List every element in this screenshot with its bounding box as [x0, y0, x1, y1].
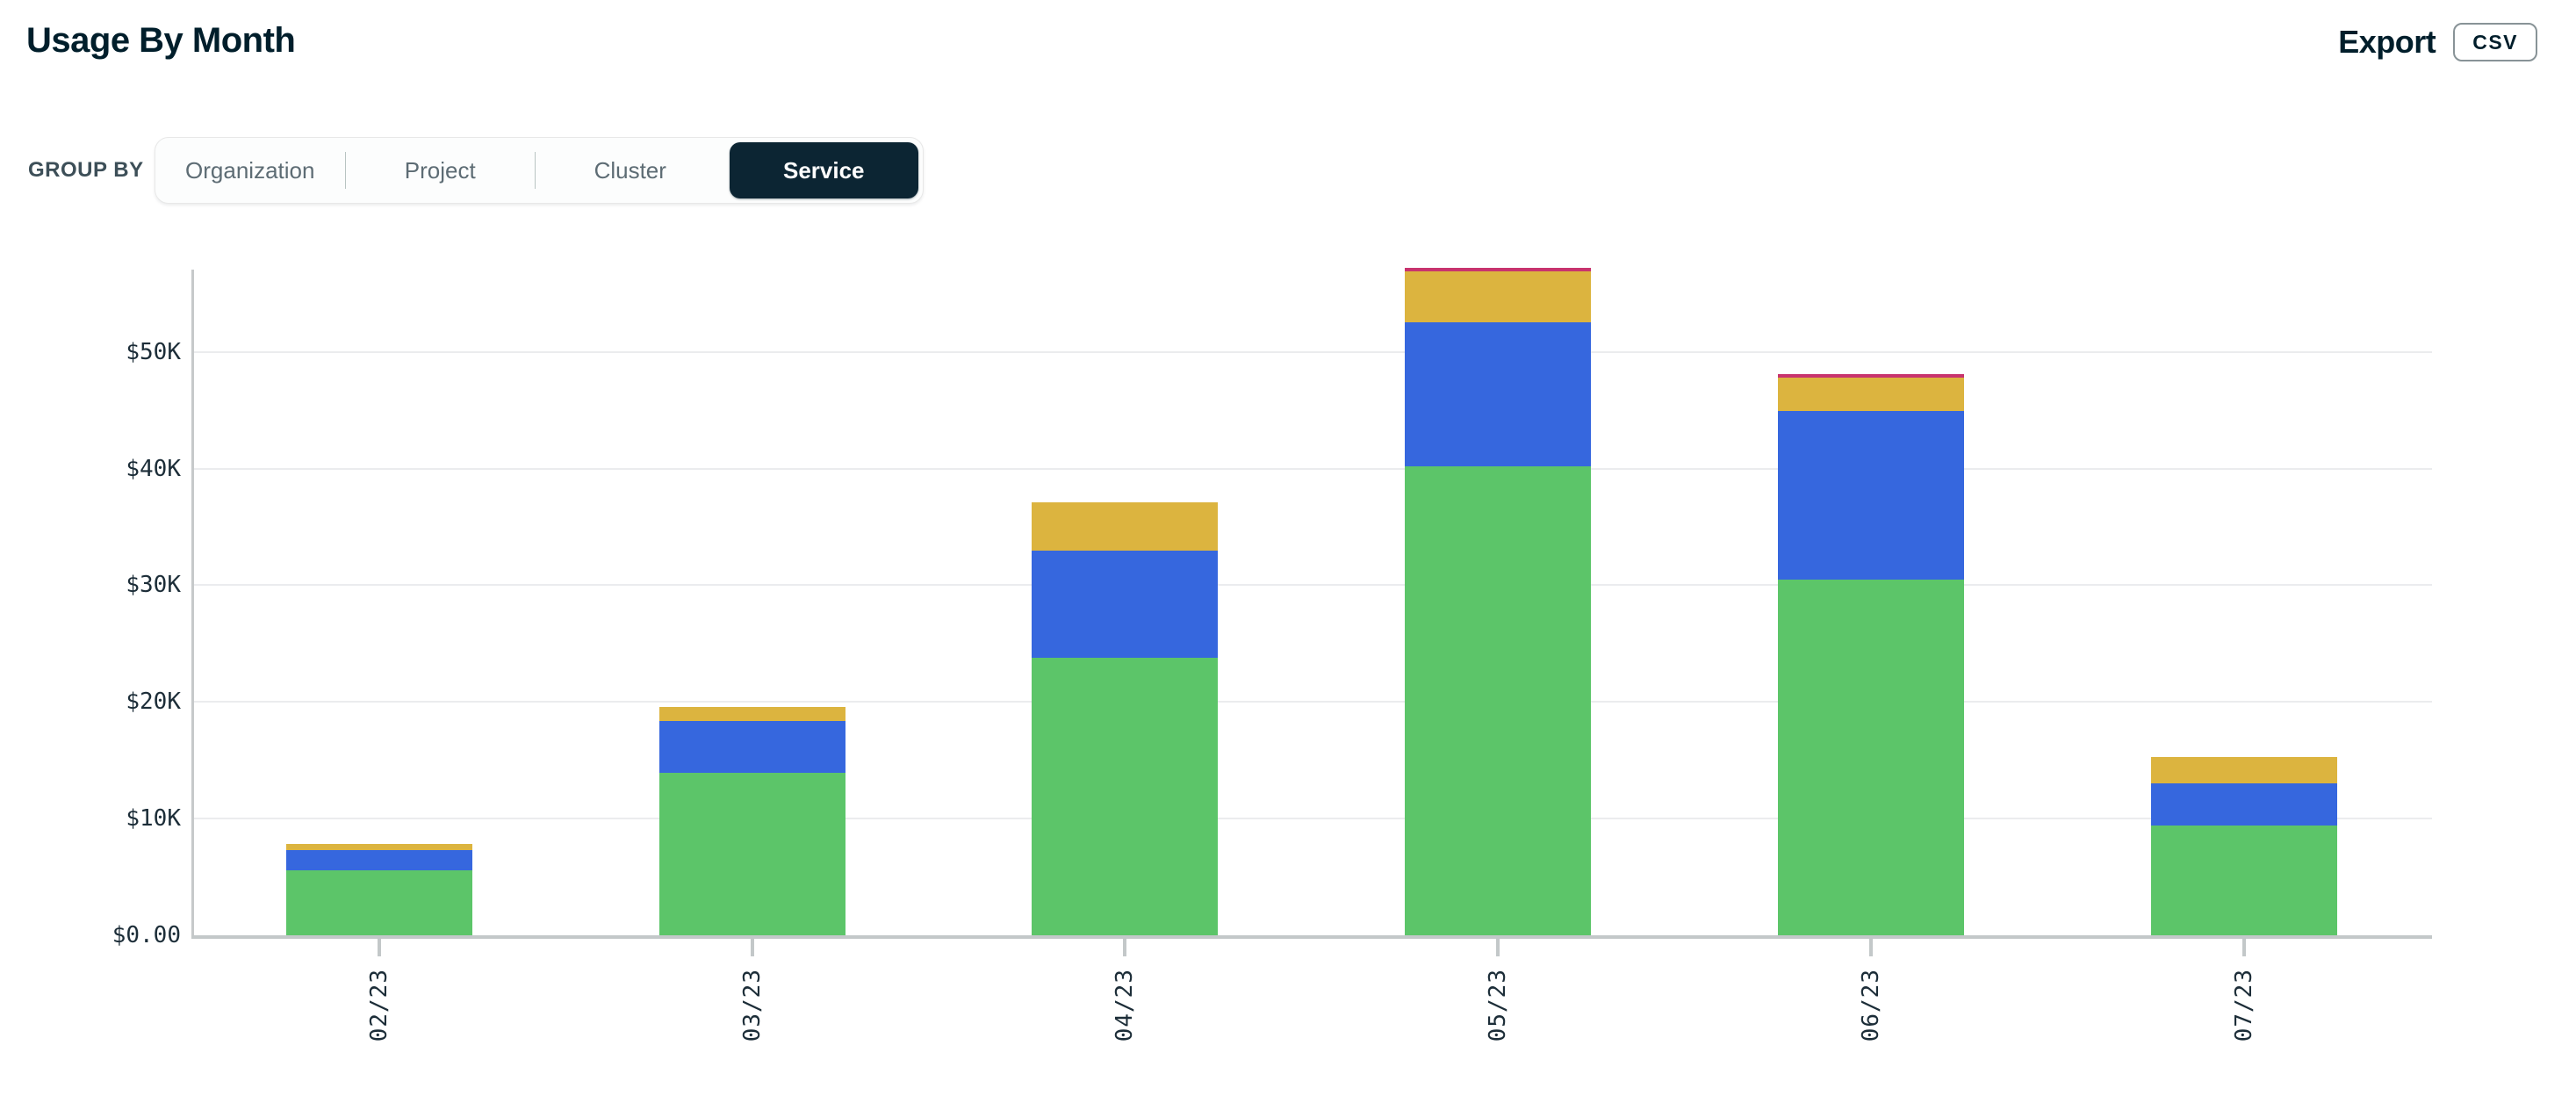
gridline-$20K — [193, 701, 2432, 703]
bar-segment-service-gold-07-23 — [2150, 756, 2337, 784]
bar-segment-service-green-06-23 — [1777, 579, 1964, 935]
bar-segment-service-gold-02-23 — [286, 844, 472, 850]
group-by-option-organization[interactable]: Organization — [155, 138, 345, 203]
x-axis-tick — [1123, 939, 1127, 956]
bar-segment-service-blue-05-23 — [1405, 322, 1592, 466]
page-title: Usage By Month — [26, 21, 296, 60]
group-by-option-project[interactable]: Project — [346, 138, 536, 203]
group-by-label: GROUP BY — [28, 158, 144, 182]
export-label: Export — [2338, 24, 2436, 60]
x-axis-tick — [750, 939, 754, 956]
y-axis-tick-label: $50K — [126, 338, 181, 365]
bar-segment-service-green-02-23 — [286, 869, 472, 935]
bar-segment-service-gold-03-23 — [658, 706, 845, 721]
group-by-segmented-control: Organization Project Cluster Service — [155, 137, 924, 204]
bar-segment-service-blue-03-23 — [658, 720, 845, 774]
bar-segment-service-blue-06-23 — [1777, 411, 1964, 580]
gridline-$50K — [193, 350, 2432, 353]
x-axis-label-06-23: 06/23 — [1857, 969, 1884, 1042]
bar-segment-service-green-07-23 — [2150, 826, 2337, 935]
bar-segment-service-gold-05-23 — [1405, 271, 1592, 323]
bar-segment-service-green-03-23 — [658, 773, 845, 935]
x-axis-tick — [1496, 939, 1500, 956]
group-by-option-service[interactable]: Service — [729, 142, 918, 198]
export-csv-button[interactable]: CSV — [2453, 23, 2537, 61]
y-axis-tick-label: $10K — [126, 805, 181, 833]
x-axis-tick — [2241, 939, 2246, 956]
gridline-$40K — [193, 467, 2432, 470]
x-axis-label-02-23: 02/23 — [366, 969, 392, 1042]
x-axis-label-05-23: 05/23 — [1485, 969, 1512, 1042]
bar-segment-service-blue-02-23 — [286, 850, 472, 870]
bar-segment-service-blue-07-23 — [2150, 783, 2337, 826]
bar-segment-service-pink-05-23 — [1405, 268, 1592, 272]
group-by-option-cluster[interactable]: Cluster — [536, 138, 725, 203]
bar-segment-service-blue-04-23 — [1032, 550, 1219, 658]
bar-segment-service-gold-04-23 — [1032, 502, 1219, 551]
x-axis-label-07-23: 07/23 — [2230, 969, 2257, 1042]
gridline-$10K — [193, 818, 2432, 820]
y-axis-tick-label: $40K — [126, 455, 181, 482]
x-axis-tick — [378, 939, 381, 956]
y-axis-tick-label: $0.00 — [112, 922, 181, 948]
x-axis-label-04-23: 04/23 — [1112, 969, 1139, 1042]
export-area: Export CSV — [2338, 19, 2537, 65]
x-axis-label-03-23: 03/23 — [738, 969, 766, 1042]
x-axis-line — [191, 935, 2432, 939]
segment-divider — [535, 152, 536, 189]
bar-segment-service-green-05-23 — [1405, 465, 1592, 935]
y-axis-tick-label: $20K — [126, 689, 181, 716]
y-axis-tick-label: $30K — [126, 572, 181, 599]
gridline-$30K — [193, 584, 2432, 587]
bar-segment-service-green-04-23 — [1032, 657, 1219, 935]
x-axis-tick — [1868, 939, 1873, 956]
bar-segment-service-pink-06-23 — [1777, 373, 1964, 378]
segment-divider — [344, 152, 346, 189]
bar-segment-service-gold-06-23 — [1777, 377, 1964, 412]
y-axis-line — [191, 270, 194, 939]
